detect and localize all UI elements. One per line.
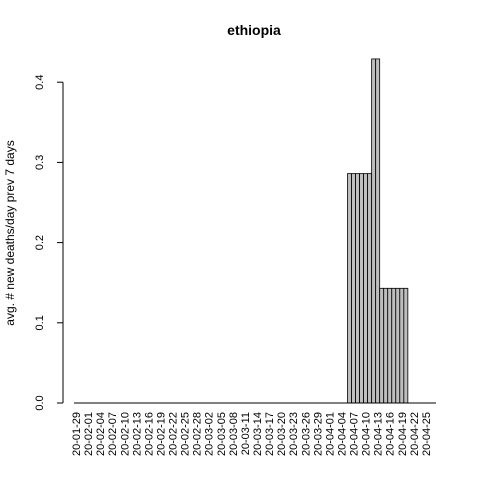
bar-20-04-10 [363, 173, 369, 404]
x-tick-label: 20-03-02 [204, 412, 216, 456]
x-tick-label: 20-03-08 [228, 412, 240, 456]
y-tick-label: 0.1 [34, 315, 46, 330]
bar-20-04-17 [391, 287, 397, 404]
x-tick-label: 20-02-07 [107, 412, 119, 456]
bar-20-04-20 [403, 287, 409, 404]
x-tick-label: 20-02-19 [155, 412, 167, 456]
x-tick-label: 20-04-16 [385, 412, 397, 456]
x-axis: 20-01-29 20-02-01 20-02-04 20-02-07 20-02-10… [71, 412, 433, 456]
y-tick-label: 0.0 [34, 395, 46, 410]
x-tick-label: 20-02-16 [143, 412, 155, 456]
bar-20-04-09 [359, 173, 364, 404]
x-tick-label: 20-02-13 [131, 412, 143, 456]
x-tick-label: 20-03-17 [264, 412, 276, 456]
x-tick-label: 20-04-07 [349, 412, 361, 456]
x-tick-label: 20-02-22 [168, 412, 180, 456]
bar-20-04-12 [371, 58, 377, 404]
x-tick-label: 20-04-13 [373, 412, 385, 456]
x-tick-label: 20-03-29 [312, 412, 324, 456]
bar-20-04-16 [387, 287, 393, 404]
x-tick-label: 20-03-14 [252, 412, 264, 456]
bars-group [347, 58, 409, 404]
x-tick-label: 20-03-05 [216, 412, 228, 456]
x-tick-label: 20-04-22 [409, 412, 421, 456]
bar-20-04-08 [355, 173, 360, 404]
x-tick-label: 20-01-29 [71, 412, 83, 456]
x-tick-label: 20-04-19 [397, 412, 409, 456]
x-tick-label: 20-02-28 [192, 412, 204, 456]
x-tick-label: 20-03-26 [300, 412, 312, 456]
x-tick-label: 20-02-01 [83, 412, 95, 456]
bar-20-04-06 [347, 173, 352, 404]
bar-20-04-07 [351, 173, 356, 404]
y-tick-label: 0.4 [34, 75, 46, 90]
bar-20-04-18 [395, 287, 401, 404]
y-tick-label: 0.3 [34, 155, 46, 170]
bar-20-04-19 [399, 287, 405, 404]
y-tick-label: 0.2 [34, 235, 46, 250]
bar-20-04-11 [367, 173, 373, 404]
y-axis-label: avg. # new deaths/day prev 7 days [3, 140, 17, 325]
x-tick-label: 20-03-23 [288, 412, 300, 456]
x-tick-label: 20-03-20 [276, 412, 288, 456]
chart-title: ethiopia [227, 22, 281, 38]
y-axis: 0.0 0.1 0.2 0.3 0.4 [34, 75, 64, 411]
x-tick-label: 20-02-10 [119, 412, 131, 456]
x-tick-label: 20-03-11 [240, 412, 252, 455]
x-tick-label: 20-04-10 [361, 412, 373, 456]
x-tick-label: 20-02-04 [95, 412, 107, 456]
bar-20-04-15 [383, 287, 389, 404]
x-tick-label: 20-04-01 [324, 412, 336, 456]
x-tick-label: 20-04-25 [421, 412, 433, 456]
bar-20-04-14 [379, 287, 385, 404]
x-tick-label: 20-02-25 [180, 412, 192, 456]
x-tick-label: 20-04-04 [336, 412, 348, 456]
bar-20-04-13 [375, 58, 381, 404]
